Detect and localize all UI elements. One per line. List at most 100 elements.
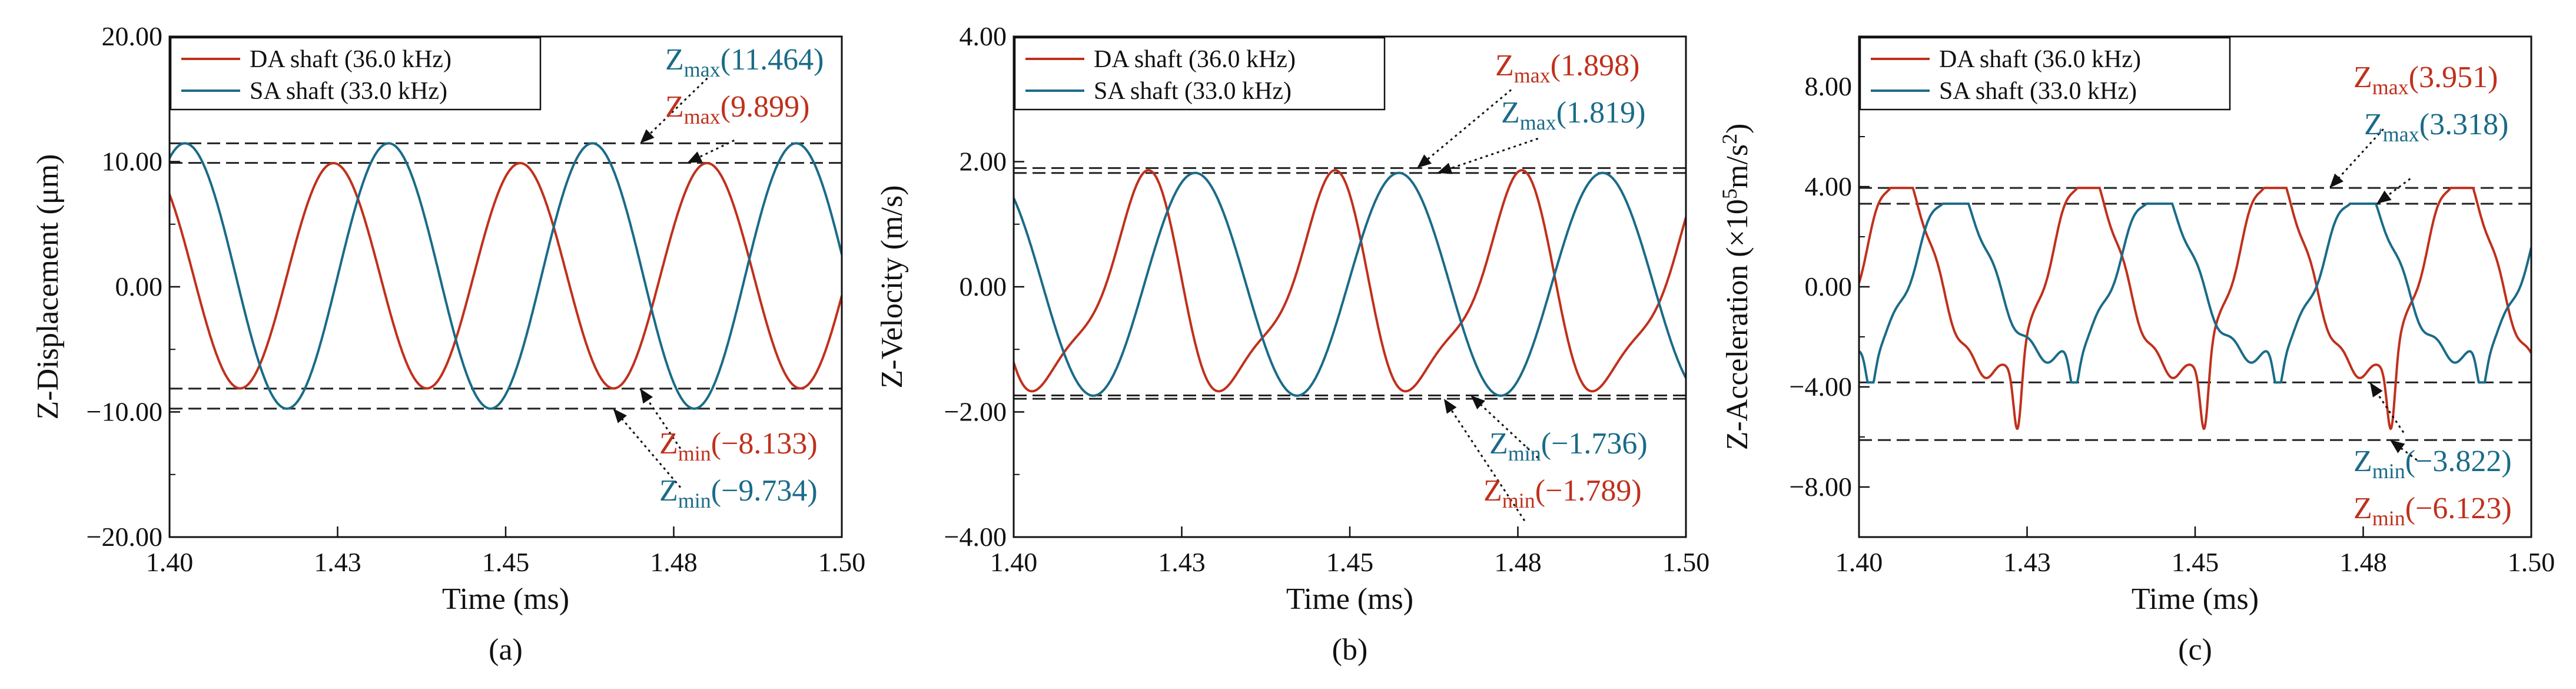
x-axis-label: Time (ms) xyxy=(442,582,569,616)
annotation-arrow xyxy=(1443,398,1526,522)
panel-label: (c) xyxy=(2178,633,2212,667)
y-tick-label: 10.00 xyxy=(102,147,163,177)
legend-label: DA shaft (36.0 kHz) xyxy=(250,46,452,73)
x-tick-label: 1.40 xyxy=(990,547,1038,577)
x-tick-label: 1.48 xyxy=(2339,547,2387,577)
panel-label: (a) xyxy=(489,633,523,667)
y-tick-label: −4.00 xyxy=(1790,372,1852,402)
annotation-label: Zmax(9.899) xyxy=(665,90,809,128)
y-tick-label: 0.00 xyxy=(960,271,1007,302)
panel-a-displacement: −20.00 −10.00 0.00 10.00 20.00 1.40 1.43 1.45 1.… xyxy=(31,21,865,667)
y-tick-label: −10.00 xyxy=(87,397,162,427)
y-tick-label: −20.00 xyxy=(87,522,162,552)
legend: DA shaft (36.0 kHz) SA shaft (33.0 kHz) xyxy=(1014,37,1386,111)
y-tick-label: 4.00 xyxy=(960,21,1007,51)
annotation-arrow xyxy=(2376,178,2411,205)
y-tick-label: 20.00 xyxy=(102,21,163,51)
plot-frame xyxy=(1858,35,2532,538)
annotation-arrow xyxy=(639,77,708,144)
annotation-label: Zmin(−8.133) xyxy=(659,427,818,465)
annotation-label: Zmax(11.464) xyxy=(665,43,824,81)
annotation-label: Zmin(−1.736) xyxy=(1489,427,1648,465)
x-axis-label: Time (ms) xyxy=(2132,582,2259,616)
legend-label: SA shaft (33.0 kHz) xyxy=(250,78,447,105)
annotation-label: Zmax(1.819) xyxy=(1501,96,1645,134)
y-axis-label: Z-Displacement (μm) xyxy=(31,154,65,420)
annotation-arrowhead xyxy=(2329,173,2343,188)
x-tick-label: 1.50 xyxy=(1662,547,1710,577)
series-line-sa-shaft xyxy=(170,142,842,410)
annotation-z-min: Zmin(−3.822) xyxy=(2353,382,2512,483)
series-line-sa-shaft xyxy=(1859,202,2531,384)
annotation-arrowhead xyxy=(1437,163,1453,174)
x-tick-label: 1.40 xyxy=(146,547,194,577)
annotation-z-min: Zmin(−9.734) xyxy=(612,408,818,512)
series-line-da-shaft xyxy=(1014,169,1686,393)
x-tick-label: 1.50 xyxy=(2508,547,2555,577)
annotation-z-max: Zmax(3.951) xyxy=(2329,61,2498,189)
annotation-label: Zmax(1.898) xyxy=(1495,49,1639,87)
annotation-arrowhead xyxy=(1443,399,1457,414)
annotation-arrow xyxy=(1436,137,1539,174)
annotation-label: Zmin(−6.123) xyxy=(2353,492,2512,530)
panel-c-acceleration: −8.00 −4.00 0.00 4.00 8.00 1.40 1.43 1.45 1.48 1.… xyxy=(1718,35,2555,667)
y-tick-label: 0.00 xyxy=(1805,271,1853,302)
x-tick-label: 1.45 xyxy=(482,547,530,577)
annotation-z-min: Zmin(−1.789) xyxy=(1443,398,1642,522)
y-tick-label: 0.00 xyxy=(115,271,163,302)
legend-label: SA shaft (33.0 kHz) xyxy=(1094,78,1292,105)
legend: DA shaft (36.0 kHz) SA shaft (33.0 kHz) xyxy=(170,37,542,111)
annotation-z-max: Zmax(1.898) xyxy=(1416,49,1639,169)
annotation-arrowhead xyxy=(640,129,655,144)
annotation-arrowhead xyxy=(2390,440,2405,453)
x-tick-label: 1.50 xyxy=(818,547,866,577)
panel-b-velocity: −4.00 −2.00 0.00 2.00 4.00 1.40 1.43 1.45 1.48 1.… xyxy=(875,21,1709,667)
annotation-arrow xyxy=(1416,89,1512,169)
panel-label: (b) xyxy=(1332,633,1368,667)
annotation-arrowhead xyxy=(1470,395,1485,410)
annotation-z-max: Zmax(9.899) xyxy=(665,90,809,164)
annotation-arrow xyxy=(2369,382,2405,433)
annotation-arrowhead xyxy=(613,408,627,423)
annotation-z-min: Zmin(−1.736) xyxy=(1470,395,1648,465)
legend-label: DA shaft (36.0 kHz) xyxy=(1094,46,1296,73)
annotation-label: Zmin(−9.734) xyxy=(659,474,818,512)
annotation-label: Zmin(−3.822) xyxy=(2353,445,2512,483)
annotation-z-min: Zmin(−8.133) xyxy=(639,387,818,465)
series-line-sa-shaft xyxy=(1014,171,1686,397)
x-tick-label: 1.43 xyxy=(1158,547,1206,577)
legend: DA shaft (36.0 kHz) SA shaft (33.0 kHz) xyxy=(1859,37,2231,111)
plot-frame xyxy=(168,35,843,538)
series-line-da-shaft xyxy=(170,162,842,390)
y-tick-label: 2.00 xyxy=(960,147,1007,177)
y-tick-label: −4.00 xyxy=(944,522,1007,552)
x-tick-label: 1.45 xyxy=(1326,547,1374,577)
y-tick-label: 4.00 xyxy=(1805,171,1853,201)
y-axis-label: Z-Acceleration (×105m/s2) xyxy=(1718,124,1754,450)
x-tick-label: 1.40 xyxy=(1835,547,1883,577)
annotation-z-min: Zmin(−6.123) xyxy=(2353,439,2512,530)
annotation-label: Zmin(−1.789) xyxy=(1483,474,1642,512)
annotation-label: Zmax(3.951) xyxy=(2353,61,2498,99)
annotation-z-max: Zmax(3.318) xyxy=(2364,108,2508,205)
x-tick-label: 1.48 xyxy=(1494,547,1542,577)
y-tick-label: −8.00 xyxy=(1790,472,1852,502)
annotation-arrowhead xyxy=(687,151,703,163)
x-axis-label: Time (ms) xyxy=(1286,582,1413,616)
y-axis-label: Z-Velocity (m/s) xyxy=(875,185,909,388)
annotation-z-max: Zmax(1.819) xyxy=(1436,96,1645,174)
annotation-arrowhead xyxy=(2369,382,2383,398)
series-line-da-shaft xyxy=(1859,187,2531,430)
x-tick-label: 1.43 xyxy=(2003,547,2051,577)
plot-frame xyxy=(1013,35,1687,538)
annotation-arrowhead xyxy=(640,388,653,404)
annotation-z-max: Zmax(11.464) xyxy=(639,43,824,144)
legend-label: DA shaft (36.0 kHz) xyxy=(1939,46,2141,73)
x-tick-label: 1.43 xyxy=(314,547,361,577)
x-tick-label: 1.45 xyxy=(2172,547,2219,577)
annotation-arrowhead xyxy=(2376,190,2392,204)
y-tick-label: 8.00 xyxy=(1805,71,1853,101)
y-tick-label: −2.00 xyxy=(944,397,1007,427)
annotation-arrowhead xyxy=(1417,154,1432,168)
